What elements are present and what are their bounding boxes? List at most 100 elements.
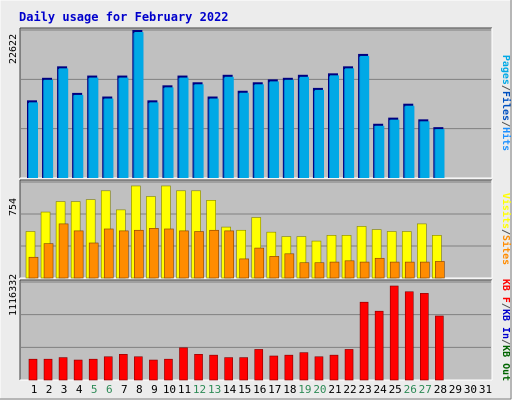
bar-kbf xyxy=(179,347,188,381)
day-label: 29 xyxy=(449,383,462,396)
bar-kbf xyxy=(419,293,429,381)
day-label: 25 xyxy=(389,383,402,396)
bar-hits xyxy=(405,105,415,178)
bar-kbf xyxy=(28,358,38,381)
day-label: 18 xyxy=(283,383,296,396)
bar-hits xyxy=(209,98,219,178)
bar-kbf xyxy=(374,310,384,381)
kbytes-legend: KB F/KB In/KB Out xyxy=(500,279,511,381)
bar-hits xyxy=(360,55,370,179)
day-label: 15 xyxy=(238,383,251,396)
bar-sites xyxy=(88,242,99,279)
bar-sites xyxy=(179,230,189,279)
bar-sites xyxy=(269,256,280,279)
bar-kbf xyxy=(359,301,369,381)
bar-kbf xyxy=(435,315,444,381)
bar-hits xyxy=(119,77,129,178)
bar-hits xyxy=(390,119,400,178)
bar-hits xyxy=(345,68,355,178)
bar-kbf xyxy=(254,349,264,381)
day-label: 8 xyxy=(136,383,143,396)
bar-sites xyxy=(254,247,265,279)
bar-sites xyxy=(194,231,204,279)
bar-kbf xyxy=(314,356,324,381)
bar-hits xyxy=(74,94,84,178)
bar-hits xyxy=(164,87,174,178)
day-label: 17 xyxy=(268,383,281,396)
chart-title: Daily usage for February 2022 xyxy=(19,10,229,24)
day-label: 20 xyxy=(313,383,326,396)
day-label: 11 xyxy=(178,383,191,396)
bar-sites xyxy=(209,229,219,279)
bar-sites xyxy=(344,260,355,279)
bar-hits xyxy=(194,84,204,178)
bar-kbf xyxy=(404,291,414,381)
bar-hits xyxy=(254,84,264,178)
bar-hits xyxy=(59,68,69,178)
day-label: 21 xyxy=(328,383,341,396)
visits-legend: Visits/Sites xyxy=(500,193,512,265)
bar-kbf xyxy=(134,356,143,381)
day-label: 16 xyxy=(253,383,266,396)
bar-sites xyxy=(164,228,174,279)
bar-sites xyxy=(224,230,234,279)
bar-kbf xyxy=(224,357,233,381)
bar-kbf xyxy=(194,354,203,381)
bar-hits xyxy=(134,32,144,178)
day-label: 14 xyxy=(223,383,237,396)
day-label: 12 xyxy=(193,383,206,396)
bar-hits xyxy=(375,125,385,178)
visits-ymax-label: 754 xyxy=(8,198,19,216)
day-label: 30 xyxy=(464,383,477,396)
bar-sites xyxy=(284,253,295,279)
day-label: 31 xyxy=(479,383,492,396)
bar-hits xyxy=(299,76,309,178)
bar-hits xyxy=(44,79,54,178)
bar-sites xyxy=(43,243,54,279)
bar-kbf xyxy=(73,359,83,381)
bar-sites xyxy=(359,261,370,279)
bar-sites xyxy=(419,261,430,279)
bar-hits xyxy=(224,76,234,178)
bar-hits xyxy=(89,77,99,178)
bar-sites xyxy=(389,261,400,279)
day-label: 23 xyxy=(358,383,371,396)
day-label: 4 xyxy=(76,383,83,396)
day-label: 9 xyxy=(151,383,158,396)
bar-kbf xyxy=(329,354,339,381)
bar-sites xyxy=(119,230,129,279)
bar-sites xyxy=(134,229,144,279)
day-label: 27 xyxy=(419,383,432,396)
day-label: 1 xyxy=(31,383,38,396)
bar-kbf xyxy=(103,356,113,381)
day-label: 24 xyxy=(374,383,388,396)
bar-hits xyxy=(269,81,279,178)
bar-hits xyxy=(420,121,430,178)
day-label: 22 xyxy=(343,383,356,396)
bar-kbf xyxy=(269,355,279,381)
bar-sites xyxy=(299,262,310,279)
bar-hits xyxy=(284,79,294,178)
day-label: 5 xyxy=(91,383,98,396)
bar-kbf xyxy=(119,354,128,381)
day-label: 10 xyxy=(163,383,176,396)
bar-sites xyxy=(435,261,445,279)
bar-kbf xyxy=(88,358,98,381)
bar-hits xyxy=(330,75,339,178)
bar-sites xyxy=(73,230,84,279)
day-label: 7 xyxy=(121,383,128,396)
day-label: 26 xyxy=(404,383,417,396)
bar-kbf xyxy=(149,359,158,381)
bar-sites xyxy=(28,256,39,279)
bar-kbf xyxy=(344,349,354,381)
bar-sites xyxy=(58,223,69,279)
hits-legend: Pages/Files/Hits xyxy=(500,55,512,151)
day-label: 13 xyxy=(208,383,221,396)
bar-sites xyxy=(329,261,340,279)
day-label: 28 xyxy=(434,383,447,396)
bar-kbf xyxy=(43,358,53,381)
bar-kbf xyxy=(164,358,173,381)
hits-ymax-label: 22622 xyxy=(8,34,19,64)
day-label: 3 xyxy=(61,383,68,396)
